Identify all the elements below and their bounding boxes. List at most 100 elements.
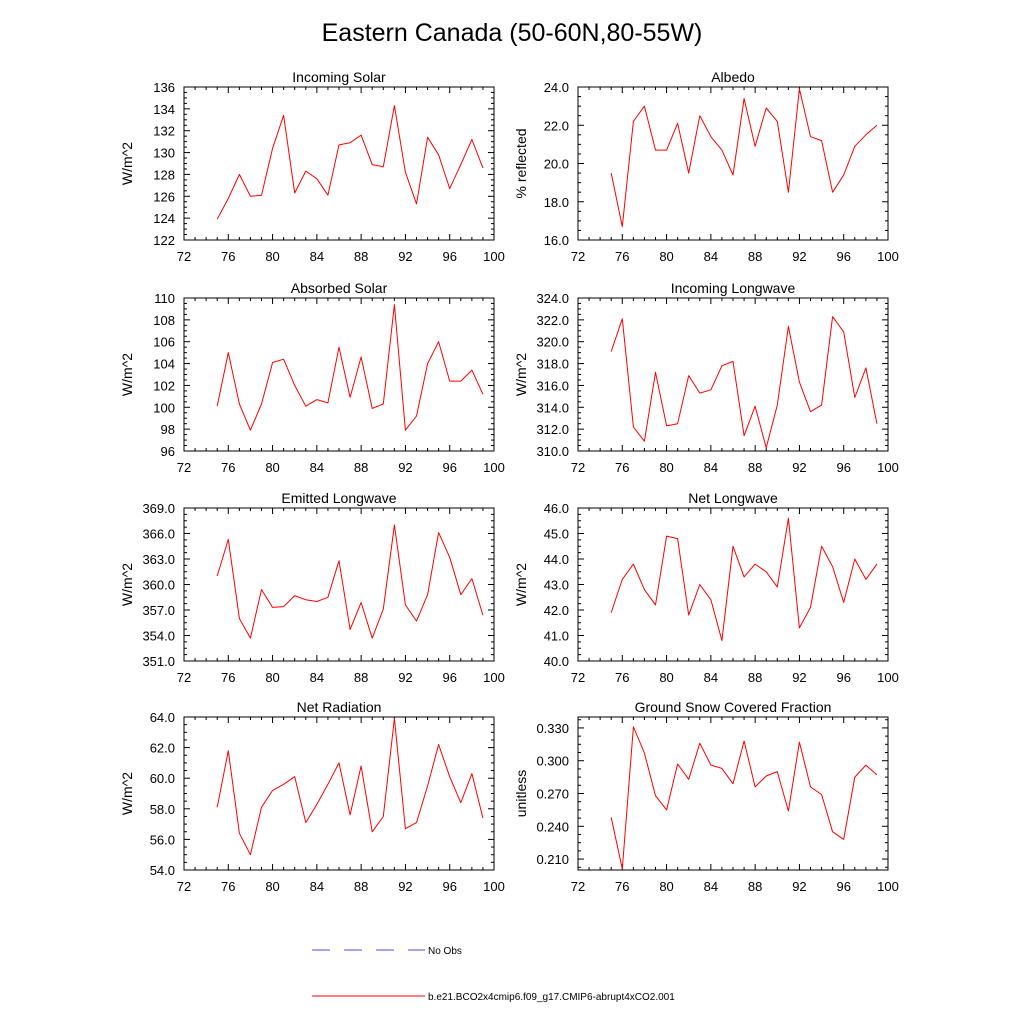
y-tick-label: 357.0 bbox=[142, 603, 175, 618]
y-tick-label: 360.0 bbox=[142, 578, 175, 593]
x-tick-label: 80 bbox=[265, 460, 279, 475]
x-tick-label: 84 bbox=[704, 460, 718, 475]
x-tick-label: 88 bbox=[354, 460, 368, 475]
y-tick-label: 363.0 bbox=[142, 552, 175, 567]
plot-frame bbox=[577, 297, 889, 452]
x-tick-label: 92 bbox=[792, 879, 806, 894]
y-tick-label: 314.0 bbox=[536, 400, 569, 415]
y-tick-label: 58.0 bbox=[150, 802, 175, 817]
panel-title: Absorbed Solar bbox=[291, 280, 388, 296]
x-tick-label: 80 bbox=[265, 670, 279, 685]
series-line-net-radiation bbox=[216, 718, 484, 856]
y-tick-label: 126 bbox=[153, 189, 175, 204]
x-tick-label: 92 bbox=[792, 249, 806, 264]
x-tick-label: 80 bbox=[659, 670, 673, 685]
y-axis-label: W/m^2 bbox=[119, 563, 135, 606]
x-tick-label: 100 bbox=[483, 249, 505, 264]
x-tick-label: 76 bbox=[221, 249, 235, 264]
x-tick-label: 84 bbox=[704, 879, 718, 894]
x-tick-label: 72 bbox=[177, 460, 191, 475]
y-tick-label: 0.270 bbox=[536, 787, 569, 802]
y-tick-label: 46.0 bbox=[544, 501, 569, 516]
x-tick-label: 96 bbox=[442, 670, 456, 685]
y-tick-label: 18.0 bbox=[544, 195, 569, 210]
panel-absorbed-solar: Absorbed Solar W/m^2 72 76 80 84 88 92 96 100 96 98… bbox=[119, 280, 505, 475]
y-tick-label: 322.0 bbox=[536, 313, 569, 328]
panel-title: Albedo bbox=[711, 69, 755, 85]
x-tick-label: 92 bbox=[398, 879, 412, 894]
x-tick-label: 72 bbox=[571, 460, 585, 475]
y-tick-label: 24.0 bbox=[544, 80, 569, 95]
plot-frame bbox=[183, 86, 495, 241]
panel-net-longwave: Net Longwave W/m^2 72 76 80 84 88 92 96 100 40.0 41… bbox=[513, 490, 899, 685]
x-tick-label: 72 bbox=[571, 670, 585, 685]
x-tick-label: 96 bbox=[442, 249, 456, 264]
y-tick-label: 98 bbox=[161, 422, 175, 437]
x-tick-label: 88 bbox=[748, 670, 762, 685]
x-tick-label: 96 bbox=[836, 460, 850, 475]
y-tick-label: 54.0 bbox=[150, 863, 175, 878]
x-tick-label: 72 bbox=[177, 670, 191, 685]
series-line-incoming-solar bbox=[216, 105, 484, 220]
x-tick-label: 92 bbox=[398, 460, 412, 475]
x-tick-label: 72 bbox=[177, 879, 191, 894]
y-tick-label: 60.0 bbox=[150, 771, 175, 786]
panel-title: Incoming Solar bbox=[292, 69, 386, 85]
x-tick-label: 88 bbox=[354, 879, 368, 894]
y-tick-label: 44.0 bbox=[544, 552, 569, 567]
x-tick-label: 100 bbox=[483, 670, 505, 685]
y-axis-label: W/m^2 bbox=[119, 353, 135, 396]
x-tick-label: 100 bbox=[877, 879, 899, 894]
panel-title: Ground Snow Covered Fraction bbox=[635, 699, 832, 715]
x-tick-label: 76 bbox=[615, 249, 629, 264]
y-tick-label: 0.300 bbox=[536, 754, 569, 769]
series-line-incoming-longwave bbox=[610, 316, 878, 449]
y-axis-label: W/m^2 bbox=[119, 772, 135, 815]
plot-frame bbox=[577, 507, 889, 662]
y-tick-label: 16.0 bbox=[544, 233, 569, 248]
x-tick-label: 84 bbox=[310, 249, 324, 264]
x-tick-label: 100 bbox=[877, 249, 899, 264]
y-tick-label: 96 bbox=[161, 444, 175, 459]
panel-title: Net Radiation bbox=[297, 699, 382, 715]
y-tick-label: 0.210 bbox=[536, 852, 569, 867]
y-tick-label: 110 bbox=[154, 291, 175, 306]
y-tick-label: 128 bbox=[153, 167, 175, 182]
x-tick-label: 100 bbox=[877, 670, 899, 685]
y-tick-label: 104 bbox=[153, 357, 175, 372]
y-axis-label: W/m^2 bbox=[513, 353, 529, 396]
series-line-albedo bbox=[610, 88, 878, 228]
x-tick-label: 84 bbox=[310, 670, 324, 685]
x-tick-label: 88 bbox=[748, 249, 762, 264]
y-tick-label: 0.240 bbox=[536, 819, 569, 834]
x-tick-label: 76 bbox=[615, 670, 629, 685]
y-tick-label: 310.0 bbox=[536, 444, 569, 459]
x-tick-label: 84 bbox=[704, 670, 718, 685]
x-tick-label: 88 bbox=[748, 460, 762, 475]
y-tick-label: 43.0 bbox=[544, 578, 569, 593]
x-tick-label: 84 bbox=[310, 460, 324, 475]
x-tick-label: 80 bbox=[659, 460, 673, 475]
y-tick-label: 324.0 bbox=[536, 291, 569, 306]
legend-label: b.e21.BCO2x4cmip6.f09_g17.CMIP6-abrupt4x… bbox=[428, 992, 675, 1003]
series-line-net-longwave bbox=[610, 517, 878, 642]
y-tick-label: 62.0 bbox=[150, 741, 175, 756]
x-tick-label: 80 bbox=[265, 249, 279, 264]
x-tick-label: 80 bbox=[659, 249, 673, 264]
y-tick-label: 64.0 bbox=[150, 710, 175, 725]
x-tick-label: 84 bbox=[704, 249, 718, 264]
y-tick-label: 42.0 bbox=[544, 603, 569, 618]
x-tick-label: 88 bbox=[354, 249, 368, 264]
x-tick-label: 76 bbox=[221, 879, 235, 894]
panels-container: Incoming Solar W/m^2 72 76 80 84 88 92 96 100 122 1… bbox=[119, 69, 899, 894]
panel-albedo: Albedo % reflected 72 76 80 84 88 92 96 100 16.0 18… bbox=[513, 69, 899, 264]
y-tick-label: 122 bbox=[153, 233, 175, 248]
y-tick-label: 41.0 bbox=[544, 629, 569, 644]
series-line-absorbed-solar bbox=[216, 304, 484, 431]
x-tick-label: 96 bbox=[442, 879, 456, 894]
y-axis-label: unitless bbox=[513, 770, 529, 817]
y-tick-label: 354.0 bbox=[142, 629, 175, 644]
y-tick-label: 100 bbox=[153, 400, 175, 415]
y-tick-label: 45.0 bbox=[544, 527, 569, 542]
